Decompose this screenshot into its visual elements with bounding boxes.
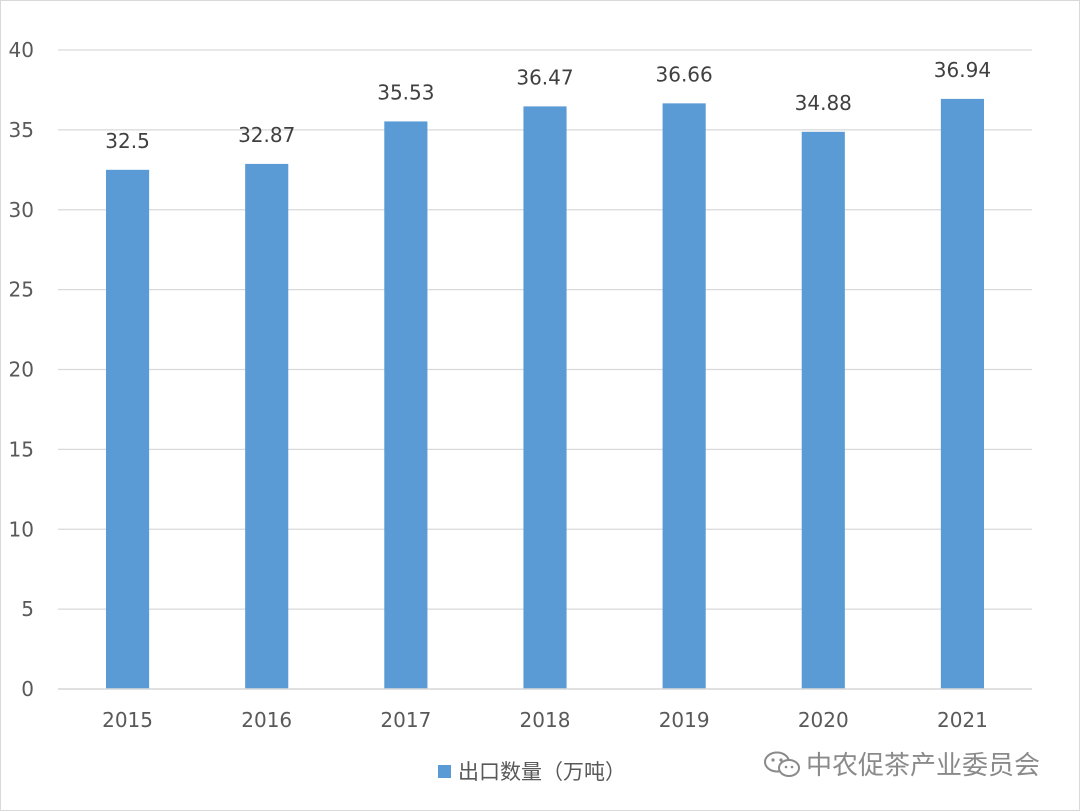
y-tick-label: 0 [21, 677, 34, 701]
y-tick-label: 30 [9, 198, 34, 222]
y-tick-label: 25 [9, 278, 34, 302]
watermark-text: 中农促茶产业委员会 [806, 751, 1041, 781]
data-label: 36.47 [516, 65, 573, 89]
data-label: 32.5 [105, 129, 150, 153]
x-tick-label: 2019 [659, 708, 710, 732]
bar [801, 131, 845, 690]
x-tick-label: 2016 [241, 708, 292, 732]
x-tick-label: 2021 [937, 708, 988, 732]
bar [940, 98, 984, 690]
y-tick-label: 40 [9, 38, 34, 62]
bar [245, 163, 289, 690]
legend-label: 出口数量（万吨） [458, 760, 626, 784]
y-tick-label: 5 [21, 597, 34, 621]
legend: 出口数量（万吨） [438, 756, 626, 786]
x-tick-label: 2020 [798, 708, 849, 732]
y-tick-label: 35 [9, 118, 34, 142]
data-label: 35.53 [377, 80, 434, 104]
bar [384, 121, 428, 689]
data-label: 36.66 [656, 62, 713, 86]
x-tick-label: 2015 [102, 708, 153, 732]
bar [523, 106, 567, 690]
x-tick-label: 2018 [520, 708, 571, 732]
bar [662, 103, 706, 689]
y-tick-label: 20 [9, 358, 34, 382]
y-tick-label: 15 [9, 437, 34, 461]
bar [106, 169, 150, 689]
data-label: 32.87 [238, 123, 295, 147]
y-tick-label: 10 [9, 517, 34, 541]
data-label: 34.88 [795, 91, 852, 115]
legend-swatch [438, 764, 451, 778]
watermark: 中农促茶产业委员会 [762, 745, 1040, 782]
data-label: 36.94 [934, 58, 991, 82]
x-tick-label: 2017 [380, 708, 431, 732]
wechat-logo-icon [764, 751, 800, 777]
